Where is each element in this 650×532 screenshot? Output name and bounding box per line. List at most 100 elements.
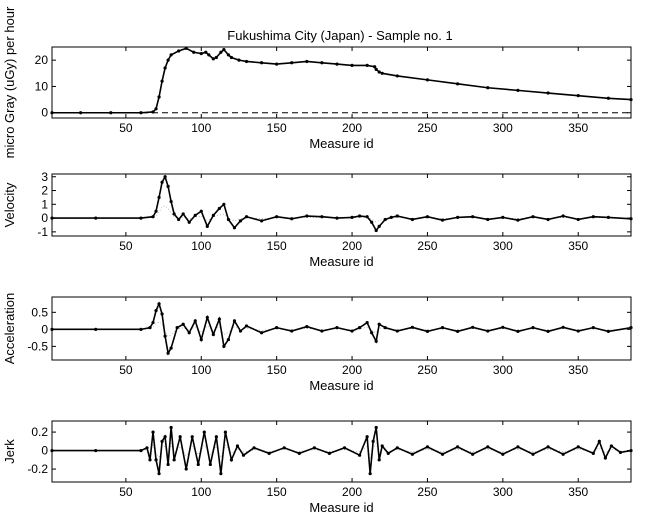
data-point bbox=[531, 452, 535, 456]
data-point bbox=[456, 215, 460, 219]
data-point bbox=[275, 326, 279, 330]
data-point bbox=[217, 317, 221, 321]
data-point bbox=[395, 214, 399, 218]
y-tick-label: 3 bbox=[41, 170, 48, 184]
data-point bbox=[282, 446, 286, 450]
data-point bbox=[609, 444, 613, 448]
x-tick-label: 200 bbox=[342, 485, 362, 499]
data-point bbox=[380, 444, 384, 448]
axes-frame bbox=[51, 420, 632, 483]
data-point bbox=[395, 446, 399, 450]
data-point bbox=[244, 215, 249, 219]
data-point bbox=[312, 446, 316, 450]
y-axis-label: Velocity bbox=[2, 182, 17, 227]
data-point bbox=[139, 448, 143, 453]
data-point bbox=[193, 213, 197, 217]
data-point bbox=[320, 61, 324, 65]
data-point bbox=[389, 215, 393, 219]
data-point bbox=[169, 346, 173, 350]
data-point bbox=[199, 337, 203, 342]
data-point bbox=[160, 439, 164, 443]
data-point bbox=[192, 50, 196, 54]
y-tick-label: 0.2 bbox=[31, 425, 48, 439]
data-point bbox=[456, 445, 460, 449]
data-point bbox=[486, 86, 490, 90]
data-point bbox=[109, 111, 113, 115]
data-point bbox=[151, 320, 155, 325]
data-point bbox=[357, 326, 362, 330]
data-point bbox=[531, 215, 535, 219]
x-tick-label: 350 bbox=[568, 121, 588, 135]
x-tick-label: 300 bbox=[493, 363, 513, 377]
data-point bbox=[471, 452, 475, 456]
data-point bbox=[501, 325, 505, 329]
data-point bbox=[169, 425, 173, 430]
data-point bbox=[163, 435, 167, 439]
data-point bbox=[184, 46, 188, 50]
y-tick-label: 0 bbox=[41, 322, 48, 336]
data-point bbox=[160, 180, 164, 184]
data-point bbox=[471, 215, 475, 219]
data-point bbox=[177, 49, 181, 53]
y-tick-label: 2 bbox=[41, 184, 48, 198]
data-point bbox=[350, 63, 354, 68]
x-tick-label: 250 bbox=[417, 485, 437, 499]
x-tick-label: 350 bbox=[568, 485, 588, 499]
data-point bbox=[208, 462, 212, 467]
x-tick-label: 250 bbox=[417, 121, 437, 135]
data-point bbox=[576, 94, 580, 98]
data-point bbox=[211, 57, 215, 61]
data-point bbox=[226, 53, 231, 57]
data-point bbox=[252, 446, 256, 450]
x-axis-label: Measure id bbox=[309, 378, 373, 393]
data-point bbox=[222, 202, 226, 206]
data-point bbox=[456, 82, 460, 86]
x-tick-label: 300 bbox=[493, 239, 513, 253]
data-point bbox=[166, 184, 170, 188]
data-point bbox=[157, 195, 161, 200]
data-point bbox=[370, 220, 374, 224]
data-point bbox=[222, 48, 226, 52]
data-point bbox=[232, 319, 237, 323]
x-tick-label: 100 bbox=[191, 239, 211, 253]
data-point bbox=[275, 215, 279, 219]
data-point bbox=[169, 199, 173, 204]
data-point bbox=[365, 320, 369, 325]
data-point bbox=[211, 213, 215, 217]
data-point bbox=[241, 453, 246, 457]
data-point bbox=[219, 472, 223, 476]
data-point bbox=[629, 326, 633, 330]
data-point bbox=[154, 309, 158, 313]
data-point bbox=[561, 325, 565, 329]
data-point bbox=[223, 430, 227, 434]
data-point bbox=[531, 326, 535, 330]
data-point bbox=[546, 445, 550, 449]
data-point bbox=[50, 216, 54, 220]
y-tick-label: 0 bbox=[41, 106, 48, 120]
data-point bbox=[576, 217, 580, 222]
data-point bbox=[377, 224, 381, 228]
data-point bbox=[172, 212, 176, 216]
data-point bbox=[335, 62, 339, 66]
data-point bbox=[516, 329, 520, 333]
data-point bbox=[157, 95, 161, 99]
data-point bbox=[486, 217, 490, 222]
data-point bbox=[374, 425, 378, 430]
data-point bbox=[157, 302, 161, 306]
data-point bbox=[267, 451, 271, 455]
x-tick-label: 150 bbox=[267, 121, 287, 135]
x-axis-label: Measure id bbox=[309, 254, 373, 269]
data-point bbox=[410, 325, 414, 329]
data-point bbox=[219, 50, 223, 54]
x-tick-label: 200 bbox=[342, 121, 362, 135]
data-point bbox=[169, 53, 173, 57]
data-point bbox=[50, 327, 54, 331]
y-tick-label: 20 bbox=[35, 53, 49, 67]
data-point bbox=[151, 110, 155, 114]
y-tick-label: 1 bbox=[41, 197, 48, 211]
data-point bbox=[377, 458, 381, 462]
x-tick-label: 300 bbox=[493, 121, 513, 135]
data-point bbox=[471, 325, 475, 329]
data-point bbox=[380, 71, 384, 75]
data-point bbox=[320, 329, 324, 333]
